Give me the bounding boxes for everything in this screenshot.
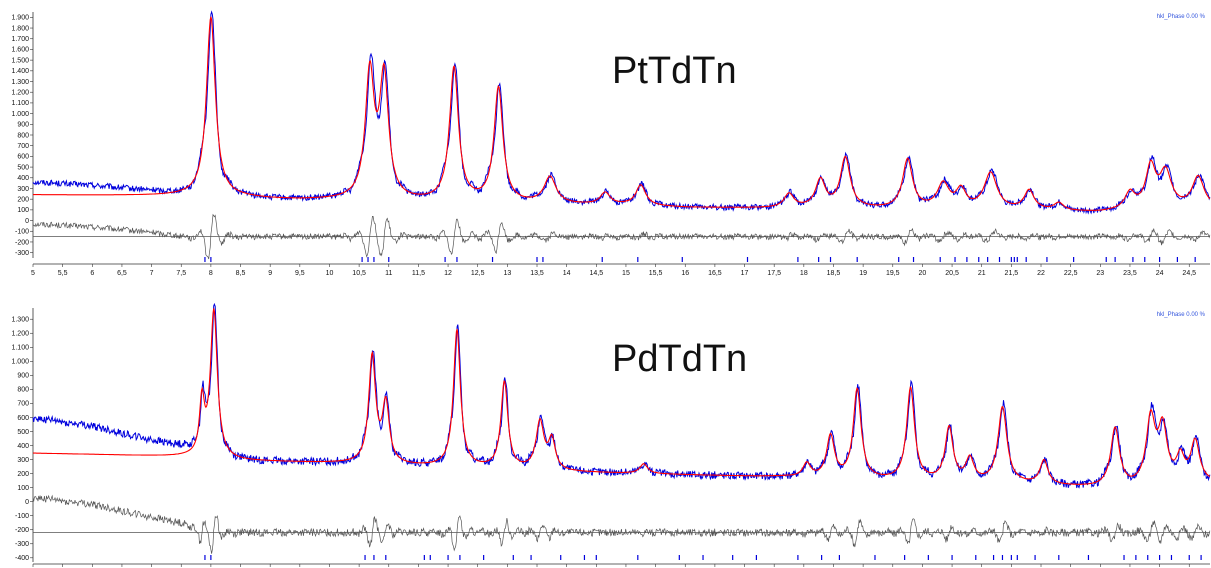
y-tick-label: -200 [15, 239, 29, 246]
xrd-chart-top: 1.900 1.800 1.700 1.600 1.500 1.400 1.300 1.200… [11, 10, 1211, 277]
x-tick-label: 14,5 [589, 270, 603, 277]
x-tick-label: 9 [268, 270, 272, 277]
x-tick-label: 17 [741, 270, 749, 277]
phase-label-bottom: hkl_Phase 0.00 % [1156, 312, 1205, 318]
y-tick-label: 1.600 [11, 47, 29, 54]
x-tick-label: 23 [1096, 270, 1104, 277]
y-tick-label: -100 [15, 229, 29, 236]
y-tick-label: 300 [17, 457, 29, 464]
difference-curve [32, 213, 1211, 260]
y-tick-label: 200 [17, 471, 29, 478]
y-tick-label: 0 [25, 218, 29, 225]
x-tick-label: 8,5 [236, 270, 246, 277]
x-tick-label: 23,5 [1123, 270, 1137, 277]
observed-curve [32, 302, 1211, 489]
x-tick-label: 13 [503, 270, 511, 277]
phase-label-top: hkl_Phase 0.00 % [1156, 14, 1205, 20]
y-tick-label: 1.000 [11, 111, 29, 118]
x-tick-label: 19 [859, 270, 867, 277]
y-tick-label: 1.400 [11, 68, 29, 75]
sample-label-bottom: PdTdTn [612, 338, 748, 380]
y-tick-label: 1.300 [11, 317, 29, 324]
x-tick-label: 20 [919, 270, 927, 277]
x-tick-label: 21,5 [1005, 270, 1019, 277]
x-tick-label: 8 [209, 270, 213, 277]
y-tick-label: 100 [17, 207, 29, 214]
y-tick-label: 900 [17, 373, 29, 380]
y-tick-label: 400 [17, 175, 29, 182]
x-tick-label: 20,5 [945, 270, 959, 277]
y-tick-label: 200 [17, 196, 29, 203]
x-tick-label: 24,5 [1182, 270, 1196, 277]
y-tick-label: -400 [15, 555, 29, 562]
y-tick-label: 400 [17, 443, 29, 450]
x-tick-label: 7 [150, 270, 154, 277]
y-tick-label: 500 [17, 164, 29, 171]
y-tick-label: 1.500 [11, 57, 29, 64]
y-tick-label: 1.100 [11, 100, 29, 107]
y-tick-label: 600 [17, 154, 29, 161]
x-tick-label: 17,5 [767, 270, 781, 277]
x-tick-label: 6,5 [117, 270, 127, 277]
x-tick-label: 18,5 [827, 270, 841, 277]
y-tick-label: 1.800 [11, 25, 29, 32]
x-tick-label: 11 [385, 270, 392, 277]
x-tick-label: 7,5 [176, 270, 186, 277]
y-tick-label: 800 [17, 387, 29, 394]
y-tick-label: 1.200 [11, 331, 29, 338]
difference-curve [32, 494, 1211, 554]
observed-curve [32, 10, 1211, 215]
y-tick-label: 1.700 [11, 36, 29, 43]
x-tick-label: 15 [622, 270, 630, 277]
y-tick-label: 0 [25, 499, 29, 506]
chart-panel-top: 1.900 1.800 1.700 1.600 1.500 1.400 1.300 1.200… [0, 0, 1211, 280]
y-tick-label: -100 [15, 513, 29, 520]
x-tick-label: 18 [800, 270, 808, 277]
y-tick-label: 1.900 [11, 15, 29, 22]
x-tick-label: 13,5 [530, 270, 544, 277]
x-tick-label: 16 [681, 270, 689, 277]
calculated-curve [33, 308, 1211, 485]
y-tick-label: 500 [17, 429, 29, 436]
y-tick-label: 1.000 [11, 359, 29, 366]
y-tick-label: 800 [17, 132, 29, 139]
x-tick-label: 10 [326, 270, 334, 277]
x-tick-label: 14 [563, 270, 571, 277]
x-tick-label: 21 [978, 270, 986, 277]
y-tick-label: 300 [17, 186, 29, 193]
x-tick-label: 5 [31, 270, 35, 277]
x-tick-label: 12,5 [471, 270, 485, 277]
y-tick-label: 1.200 [11, 90, 29, 97]
x-tick-label: 12 [444, 270, 452, 277]
y-tick-label: 700 [17, 143, 29, 150]
calculated-curve [33, 16, 1211, 211]
x-tick-label: 5,5 [58, 270, 68, 277]
chart-panel-bottom: 1.300 1.200 1.100 1.000 900 800 700 600 500 400 30… [0, 300, 1211, 568]
y-tick-label: -300 [15, 541, 29, 548]
x-tick-label: 22 [1037, 270, 1045, 277]
xrd-chart-bottom: 1.300 1.200 1.100 1.000 900 800 700 600 500 400 30… [11, 302, 1211, 567]
y-tick-label: 700 [17, 401, 29, 408]
x-tick-label: 15,5 [649, 270, 663, 277]
x-tick-label: 11,5 [412, 270, 425, 277]
y-tick-label: 100 [17, 485, 29, 492]
x-tick-label: 22,5 [1064, 270, 1078, 277]
x-tick-label: 9,5 [295, 270, 305, 277]
x-tick-label: 16,5 [708, 270, 722, 277]
sample-label-top: PtTdTn [612, 50, 737, 92]
y-tick-label: -200 [15, 527, 29, 534]
y-tick-label: -300 [15, 250, 29, 257]
y-tick-label: 1.300 [11, 79, 29, 86]
y-tick-label: 1.100 [11, 345, 29, 352]
x-tick-label: 19,5 [886, 270, 900, 277]
y-tick-label: 600 [17, 415, 29, 422]
x-tick-label: 24 [1156, 270, 1164, 277]
x-tick-label: 6 [90, 270, 94, 277]
y-tick-label: 900 [17, 122, 29, 129]
x-tick-label: 10,5 [352, 270, 366, 277]
